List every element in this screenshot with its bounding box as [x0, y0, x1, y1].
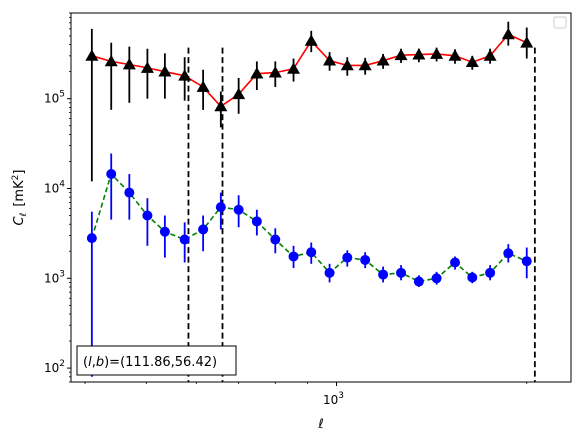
- legend-box: [554, 17, 566, 28]
- data-point-circle: [342, 253, 352, 263]
- data-point-circle: [432, 273, 442, 283]
- data-point-circle: [234, 205, 244, 215]
- data-point-circle: [396, 268, 406, 278]
- data-point-circle: [142, 211, 152, 221]
- data-point-circle: [378, 270, 388, 280]
- data-point-circle: [106, 169, 116, 179]
- data-point-circle: [87, 233, 97, 243]
- data-point-circle: [450, 257, 460, 267]
- data-point-circle: [289, 251, 299, 261]
- data-point-circle: [485, 268, 495, 278]
- annotation-text: (l,b)=(111.86,56.42): [83, 355, 217, 370]
- data-point-circle: [522, 256, 532, 266]
- data-point-circle: [252, 216, 262, 226]
- coordinate-annotation: (l,b)=(111.86,56.42): [77, 346, 236, 375]
- data-point-circle: [160, 227, 170, 237]
- data-point-circle: [306, 247, 316, 257]
- data-point-circle: [216, 202, 226, 212]
- data-point-circle: [180, 235, 190, 245]
- data-point-circle: [270, 235, 280, 245]
- data-point-circle: [414, 277, 424, 287]
- data-point-circle: [360, 255, 370, 265]
- x-axis-label: ℓ: [317, 417, 323, 432]
- data-point-circle: [503, 248, 513, 258]
- data-point-circle: [124, 188, 134, 198]
- data-point-circle: [198, 224, 208, 234]
- data-point-circle: [325, 268, 335, 278]
- data-point-circle: [467, 273, 477, 283]
